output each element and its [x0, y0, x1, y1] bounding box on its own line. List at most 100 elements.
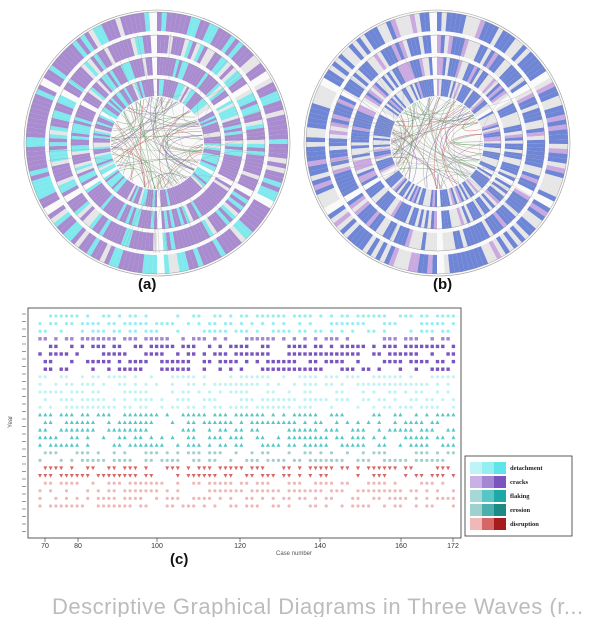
diagram-a-ring-segment	[162, 232, 168, 251]
glyph-mark	[420, 405, 424, 409]
diagram-b-ring-segment	[437, 79, 440, 97]
diagram-b-ring-segment	[427, 189, 432, 207]
diagram-b-ring-segment	[507, 196, 524, 211]
glyph-mark	[414, 390, 418, 394]
glyph-mark	[213, 337, 217, 341]
diagram-b-ring-segment	[329, 149, 348, 155]
glyph-mark	[308, 352, 312, 356]
glyph-mark	[260, 337, 265, 341]
diagram-b-long-link	[396, 40, 533, 108]
diagram-b-ring-segment	[403, 87, 414, 104]
diagram-b-ring-segment	[372, 26, 386, 46]
diagram-a-ring-segment	[86, 58, 102, 75]
glyph-mark	[117, 359, 122, 364]
diagram-b-ring-segment	[312, 98, 332, 109]
diagram-a-ring-segment	[218, 168, 237, 179]
diagram-b-ring-segment	[504, 140, 523, 144]
glyph-mark	[85, 474, 90, 478]
glyph-mark	[197, 451, 201, 455]
glyph-mark	[329, 352, 334, 356]
glyph-mark	[340, 329, 344, 333]
diagram-b-ring-segment	[443, 189, 449, 207]
glyph-mark	[393, 375, 397, 379]
diagram-a-ring-segment	[204, 242, 218, 262]
diagram-b-ring-segment	[547, 119, 567, 127]
glyph-mark	[351, 329, 355, 333]
glyph-mark	[430, 337, 434, 341]
diagram-a-ring-segment	[242, 58, 261, 75]
diagram-b-ring-segment	[391, 175, 405, 190]
diagram-b-ring-segment	[329, 129, 348, 136]
diagram-b-ring-segment	[537, 86, 558, 99]
diagram-a-ring-segment	[223, 127, 243, 134]
glyph-mark	[133, 481, 137, 485]
diagram-a-ring-segment	[122, 205, 132, 223]
glyph-mark	[91, 375, 95, 379]
glyph-mark	[117, 344, 122, 349]
glyph-mark	[176, 352, 180, 356]
diagram-a-long-link	[120, 39, 229, 97]
diagram-a-ring-segment	[124, 183, 135, 200]
diagram-a-ring-segment	[135, 187, 143, 205]
diagram-a-ring-segment	[71, 150, 90, 156]
glyph-mark	[313, 359, 318, 364]
glyph-mark	[38, 337, 42, 341]
diagram-b-ring-segment	[446, 188, 453, 206]
glyph-mark	[112, 344, 116, 349]
glyph-mark	[107, 504, 111, 508]
glyph-mark	[424, 443, 429, 447]
diagram-b-ring-segment	[504, 38, 520, 57]
glyph-mark	[139, 405, 143, 409]
diagram-a-ring-segment	[177, 37, 186, 57]
diagram-b-ring-segment	[404, 228, 414, 248]
glyph-mark	[388, 405, 392, 409]
diagram-a-ring-segment	[246, 131, 265, 137]
diagram-a-ring-segment	[181, 182, 193, 198]
glyph-mark	[281, 420, 286, 424]
glyph-mark	[398, 443, 403, 447]
diagram-a-ring-segment	[206, 187, 223, 202]
glyph-mark	[367, 382, 371, 386]
diagram-b-ring-segment	[326, 69, 345, 84]
glyph-mark	[218, 496, 222, 500]
diagram-b-ring-segment	[526, 131, 545, 137]
diagram-a-chord	[111, 146, 179, 184]
diagram-a-ring-segment	[144, 232, 151, 251]
diagram-a-ring-segment	[114, 178, 128, 193]
glyph-mark	[239, 375, 243, 379]
diagram-a-ring-segment	[234, 89, 253, 101]
glyph-mark	[175, 474, 180, 478]
glyph-mark	[271, 458, 275, 462]
glyph-mark	[234, 359, 238, 364]
diagram-b-ring-segment	[313, 179, 333, 191]
glyph-mark	[250, 451, 254, 455]
diagram-a-ring-segment	[168, 188, 176, 206]
glyph-mark	[356, 359, 360, 364]
diagram-a-ring-segment	[95, 156, 113, 164]
diagram-a-ring-segment	[85, 91, 103, 105]
diagram-b-ring-segment	[470, 17, 481, 38]
diagram-b-ring-segment	[511, 190, 529, 204]
diagram-b-ring-segment	[395, 92, 408, 108]
diagram-a-ring-segment	[63, 221, 80, 239]
diagram-b-ring-segment	[346, 224, 364, 242]
glyph-mark	[38, 427, 42, 432]
glyph-mark	[155, 451, 159, 455]
diagram-a-ring-segment	[29, 167, 49, 177]
glyph-mark	[287, 504, 291, 508]
glyph-mark	[165, 322, 169, 326]
glyph-mark	[324, 382, 328, 386]
glyph-mark	[218, 489, 222, 493]
glyph-mark	[351, 367, 355, 371]
glyph-mark	[403, 466, 408, 471]
diagram-a-ring-segment	[111, 175, 125, 190]
diagram-a-ring-segment	[172, 253, 180, 273]
glyph-mark	[122, 435, 127, 440]
glyph-mark	[176, 314, 180, 318]
glyph-mark	[155, 481, 159, 485]
diagram-b-ring-segment	[444, 79, 450, 97]
glyph-mark	[303, 420, 307, 424]
diagram-a-ring-segment	[188, 249, 199, 269]
diagram-b-ring-segment	[385, 222, 398, 240]
glyph-mark	[123, 398, 127, 402]
